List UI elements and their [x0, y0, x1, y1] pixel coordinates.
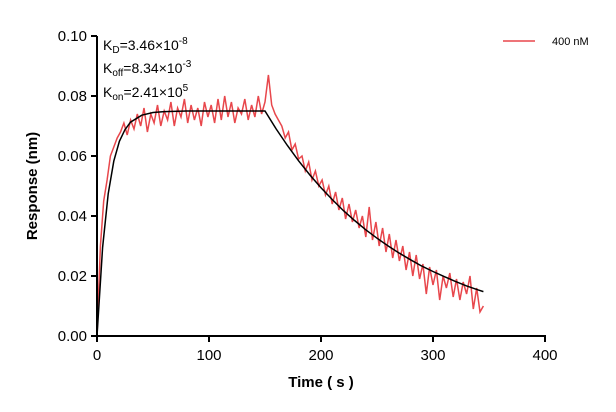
legend: 400 nM: [503, 36, 589, 48]
koff-annotation: Koff=8.34×10-3: [103, 59, 192, 79]
kd-annotation: KD=3.46×10-8: [103, 36, 188, 56]
y-tick-label: 0.08: [58, 88, 87, 105]
y-axis-label: Response (nm): [24, 132, 41, 240]
x-tick-label: 400: [532, 347, 557, 364]
x-tick-label: 200: [308, 347, 333, 364]
legend-label: 400 nM: [552, 36, 589, 48]
y-tick-label: 0.02: [58, 268, 87, 285]
x-tick-label: 100: [196, 347, 221, 364]
y-tick-label: 0.04: [58, 208, 87, 225]
x-axis-label: Time ( s ): [288, 374, 354, 391]
fit-curve-line: [96, 110, 484, 337]
x-tick-label: 0: [93, 347, 101, 364]
kinetic-annotations: KD=3.46×10-8 Koff=8.34×10-3 Kon=2.41×105: [103, 36, 192, 103]
kon-annotation: Kon=2.41×105: [103, 83, 189, 103]
y-tick-label: 0.10: [58, 28, 87, 45]
x-tick-label: 300: [420, 347, 445, 364]
measured-series-line: [96, 74, 485, 337]
y-tick-label: 0.00: [58, 328, 87, 345]
y-tick-label: 0.06: [58, 148, 87, 165]
